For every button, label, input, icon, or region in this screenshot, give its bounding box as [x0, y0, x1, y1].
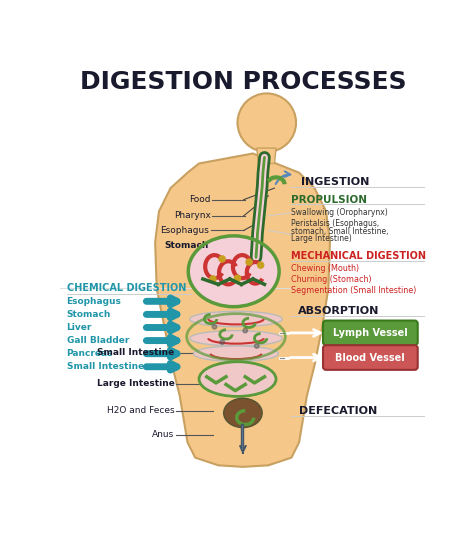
Ellipse shape	[194, 346, 278, 361]
Text: PROPULSION: PROPULSION	[292, 195, 367, 204]
Circle shape	[237, 94, 296, 152]
Text: stomach, Small Intestine,: stomach, Small Intestine,	[292, 227, 389, 236]
Circle shape	[220, 340, 225, 345]
Ellipse shape	[190, 331, 282, 346]
FancyBboxPatch shape	[323, 321, 418, 345]
Text: Stomach: Stomach	[66, 310, 111, 319]
Polygon shape	[257, 148, 276, 163]
Circle shape	[235, 275, 241, 281]
Text: CHEMICAL DIGESTION: CHEMICAL DIGESTION	[66, 283, 186, 293]
Text: Blood Vessel: Blood Vessel	[336, 353, 405, 362]
Text: Large Intestine: Large Intestine	[97, 379, 174, 388]
Ellipse shape	[199, 362, 276, 397]
Circle shape	[255, 344, 259, 348]
Text: Liver: Liver	[66, 323, 92, 332]
Text: Lymph Vessel: Lymph Vessel	[333, 328, 408, 338]
Polygon shape	[155, 154, 330, 467]
Text: ABSORPTION: ABSORPTION	[298, 306, 379, 316]
Text: INGESTION: INGESTION	[301, 177, 369, 187]
Text: Pancreas: Pancreas	[66, 349, 113, 358]
Polygon shape	[241, 424, 243, 450]
Text: Chewing (Mouth): Chewing (Mouth)	[292, 265, 360, 273]
Circle shape	[212, 325, 217, 329]
Text: Peristalsis (Esophagus,: Peristalsis (Esophagus,	[292, 219, 380, 228]
Text: Small Intestine: Small Intestine	[66, 362, 144, 371]
Text: Churning (Stomach): Churning (Stomach)	[292, 275, 372, 284]
Text: Pharynx: Pharynx	[173, 212, 210, 220]
Circle shape	[219, 256, 225, 262]
FancyBboxPatch shape	[323, 345, 418, 370]
Text: Gall Bladder: Gall Bladder	[66, 336, 129, 345]
Text: MECHANICAL DIGESTION: MECHANICAL DIGESTION	[292, 251, 427, 261]
Text: Small Intestine: Small Intestine	[97, 348, 174, 358]
Text: Food: Food	[189, 195, 210, 204]
Ellipse shape	[190, 311, 282, 327]
Circle shape	[243, 328, 247, 333]
Text: Swallowing (Oropharynx): Swallowing (Oropharynx)	[292, 208, 388, 217]
Text: DIGESTION PROCESSES: DIGESTION PROCESSES	[80, 70, 406, 94]
Circle shape	[257, 262, 264, 268]
Text: Esophagus: Esophagus	[66, 297, 121, 306]
Text: DEFECATION: DEFECATION	[299, 406, 377, 417]
Text: Large Intestine): Large Intestine)	[292, 234, 352, 243]
Text: Anus: Anus	[152, 430, 174, 439]
Text: Segmentation (Small Intestine): Segmentation (Small Intestine)	[292, 286, 417, 295]
Text: Stomach: Stomach	[164, 241, 209, 249]
Circle shape	[246, 259, 252, 265]
Text: H2O and Feces: H2O and Feces	[107, 406, 174, 415]
Circle shape	[210, 276, 216, 282]
Ellipse shape	[224, 398, 262, 427]
Text: Esophagus: Esophagus	[160, 226, 209, 235]
Ellipse shape	[188, 236, 279, 307]
